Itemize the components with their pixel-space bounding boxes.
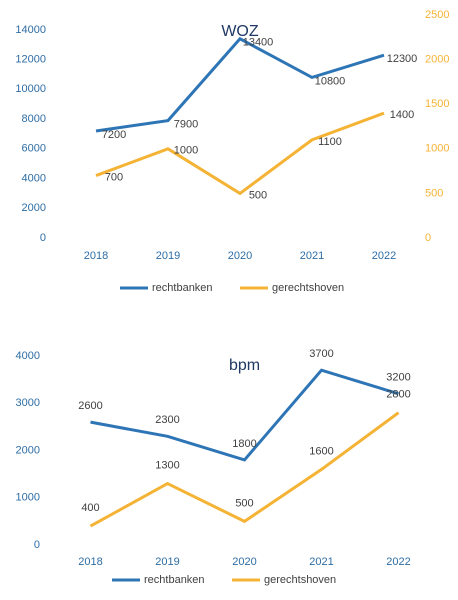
- y-tick-label: 6000: [22, 143, 46, 155]
- y-tick-label: 0: [40, 232, 46, 244]
- data-label: 7200: [102, 129, 126, 141]
- x-tick-label: 2020: [232, 556, 256, 568]
- y-tick-label: 1000: [16, 492, 40, 504]
- data-label: 2300: [155, 414, 179, 426]
- x-tick-label: 2022: [372, 250, 396, 262]
- chart-title: WOZ: [221, 23, 259, 40]
- x-tick-label: 2019: [156, 250, 180, 262]
- series-line: [89, 411, 400, 528]
- x-tick-label: 2018: [78, 556, 102, 568]
- x-tick-label: 2020: [228, 250, 252, 262]
- series-line: [90, 368, 399, 462]
- y-tick-label: 2000: [22, 202, 46, 214]
- legend-label: rechtbanken: [144, 574, 205, 586]
- data-label: 1100: [318, 136, 342, 148]
- y2-tick-label: 1000: [425, 143, 449, 155]
- data-label: 1600: [309, 445, 333, 457]
- y2-tick-label: 0: [425, 232, 431, 244]
- y-tick-label: 4000: [22, 172, 46, 184]
- data-label: 10800: [315, 75, 346, 87]
- y-tick-label: 14000: [15, 24, 46, 36]
- y-tick-label: 4000: [16, 350, 40, 362]
- data-label: 12300: [387, 53, 418, 65]
- data-label: 7900: [174, 118, 198, 130]
- y-tick-label: 12000: [15, 54, 46, 66]
- data-label: 13400: [243, 37, 274, 49]
- series-line: [95, 36, 385, 133]
- data-label: 2600: [78, 400, 102, 412]
- x-tick-label: 2021: [309, 556, 333, 568]
- data-label: 700: [105, 171, 123, 183]
- data-label: 1400: [390, 109, 414, 121]
- legend-label: gerechtshoven: [264, 574, 336, 586]
- y-tick-label: 3000: [16, 397, 40, 409]
- y-tick-label: 2000: [16, 444, 40, 456]
- x-tick-label: 2018: [84, 250, 108, 262]
- data-label: 1000: [174, 145, 198, 157]
- y2-tick-label: 500: [425, 187, 443, 199]
- data-label: 1800: [232, 438, 256, 450]
- legend-label: rechtbanken: [152, 282, 213, 294]
- series-line: [95, 111, 385, 196]
- chart-title: bpm: [229, 357, 260, 374]
- y2-tick-label: 2000: [425, 54, 449, 66]
- y-tick-label: 10000: [15, 83, 46, 95]
- data-label: 3700: [309, 348, 333, 360]
- y2-tick-label: 1500: [425, 98, 449, 110]
- y-tick-label: 0: [34, 539, 40, 551]
- data-label: 500: [249, 189, 267, 201]
- x-tick-label: 2021: [300, 250, 324, 262]
- x-tick-label: 2019: [155, 556, 179, 568]
- y2-tick-label: 2500: [425, 9, 449, 21]
- data-label: 400: [81, 502, 99, 514]
- x-tick-label: 2022: [386, 556, 410, 568]
- data-label: 1300: [155, 459, 179, 471]
- y-tick-label: 8000: [22, 113, 46, 125]
- data-label: 3200: [386, 372, 410, 384]
- legend-label: gerechtshoven: [272, 282, 344, 294]
- data-label: 2800: [386, 389, 410, 401]
- data-label: 500: [235, 497, 253, 509]
